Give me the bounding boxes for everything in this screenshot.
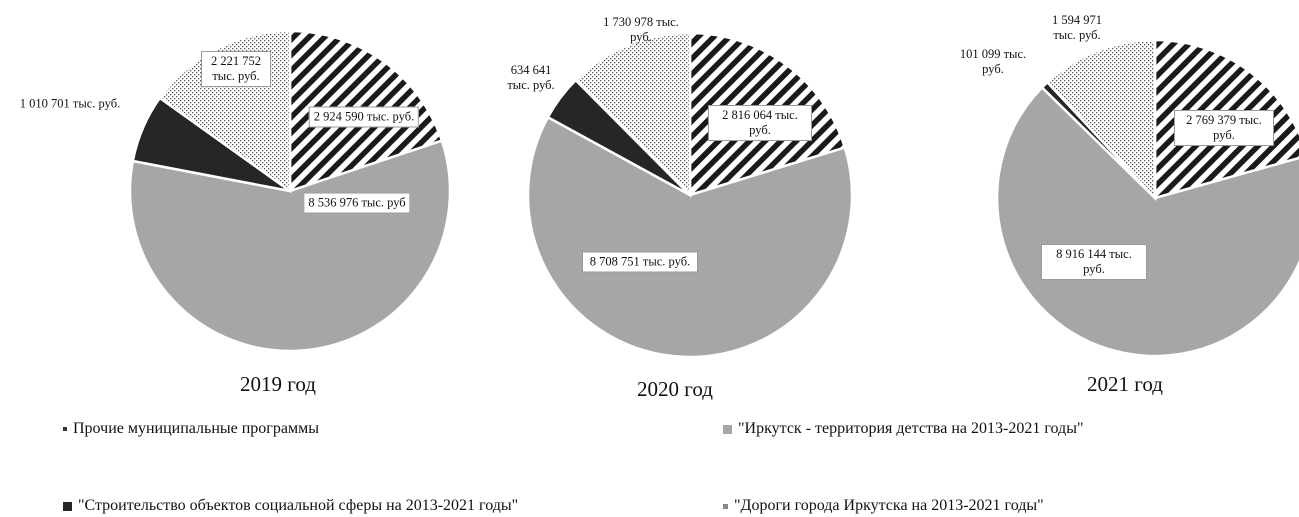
legend-item-construction: "Строительство объектов социальной сферы… (63, 497, 518, 515)
data-label-2021-construction: 101 099 тыс. руб. (959, 47, 1027, 76)
legend-label-construction: "Строительство объектов социальной сферы… (78, 497, 519, 514)
pie-title-2020: 2020 год (637, 377, 713, 401)
pie-slice-2021-others (1045, 38, 1157, 202)
legend-swatch-gray (723, 424, 732, 434)
data-label-2019-others: 2 221 752 тыс. руб. (201, 51, 271, 87)
pie-title-2021: 2021 год (1087, 372, 1163, 396)
legend-label-others: Прочие муниципальные программы (73, 420, 319, 437)
data-label-2019-territory: 8 536 976 тыс. руб (303, 192, 411, 214)
data-label-2020-roads: 2 816 064 тыс. руб. (708, 105, 812, 141)
legend-swatch-black (63, 501, 72, 511)
pie-slice-2021-territory (995, 85, 1299, 358)
legend-item-territory: "Иркутск - территория детства на 2013-20… (723, 420, 1083, 438)
pie-title-2019: 2019 год (240, 372, 316, 396)
pie-slice-2020-others (573, 31, 692, 199)
data-label-2020-territory: 8 708 751 тыс. руб. (582, 251, 698, 273)
legend-label-territory: "Иркутск - территория детства на 2013-20… (738, 420, 1084, 437)
pie-slice-2020-territory (526, 115, 854, 359)
data-label-2021-territory: 8 916 144 тыс. руб. (1041, 244, 1147, 280)
legend-label-roads: "Дороги города Иркутска на 2013-2021 год… (734, 497, 1044, 514)
legend-swatch-stripes (723, 503, 728, 509)
legend-swatch-dots (63, 427, 67, 431)
data-label-2021-roads: 2 769 379 тыс. руб. (1174, 110, 1274, 146)
data-label-2020-construction: 634 641 тыс. руб. (507, 63, 555, 92)
legend-item-roads: "Дороги города Иркутска на 2013-2021 год… (723, 497, 1044, 515)
data-label-2019-roads: 2 924 590 тыс. руб. (308, 106, 420, 128)
data-label-2020-others: 1 730 978 тыс. руб. (603, 15, 679, 44)
data-label-2019-construction: 1 010 701 тыс. руб. (19, 96, 121, 111)
data-label-2021-others: 1 594 971 тыс. руб. (1052, 13, 1102, 42)
legend-item-others: Прочие муниципальные программы (63, 420, 319, 438)
